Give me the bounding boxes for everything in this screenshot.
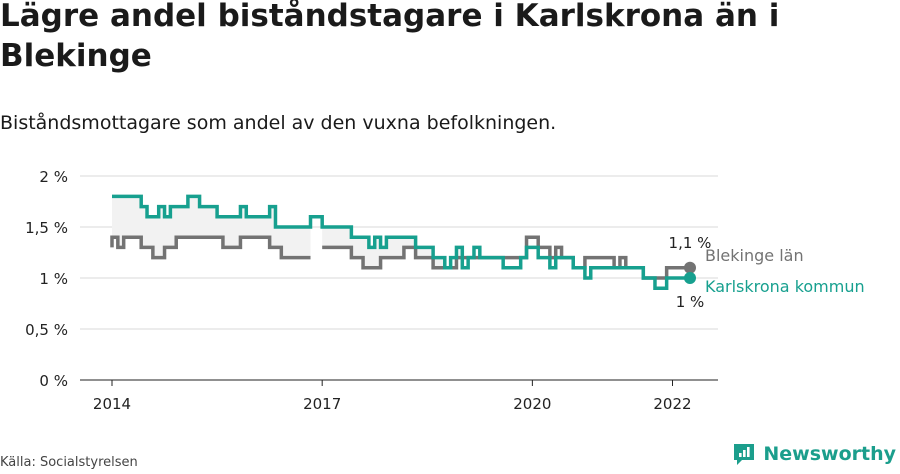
chart-subtitle: Biståndsmottagare som andel av den vuxna… — [0, 112, 557, 134]
karlskrona-end-value: 1 % — [676, 293, 705, 311]
y-tick-label: 2 % — [39, 168, 68, 186]
newsworthy-icon — [734, 444, 755, 465]
axes: 0 % 0,5 % 1 % 1,5 % 2 % 2014 2017 2020 2022 — [25, 168, 718, 413]
line-chart: 0 % 0,5 % 1 % 1,5 % 2 % 2014 2017 2020 2022 1,1 … — [25, 168, 865, 413]
blekinge-end-value: 1,1 % — [669, 234, 712, 252]
source-note: Källa: Socialstyrelsen — [0, 455, 138, 470]
karlskrona-series-label: Karlskrona kommun — [705, 277, 865, 296]
series-lines — [110, 194, 690, 290]
y-tick-label: 1 % — [39, 270, 68, 288]
brand-name: Newsworthy — [763, 443, 896, 465]
gap-fill — [322, 216, 445, 268]
x-tick-label: 2020 — [513, 395, 551, 413]
gap-fill — [112, 196, 311, 258]
x-tick-label: 2014 — [93, 395, 131, 413]
x-tick-label: 2022 — [653, 395, 691, 413]
y-tick-label: 1,5 % — [25, 219, 68, 237]
karlskrona-end-point — [684, 272, 696, 284]
x-tick-label: 2017 — [303, 395, 341, 413]
y-tick-label: 0,5 % — [25, 321, 68, 339]
end-labels: 1,1 %Blekinge län 1 %Karlskrona kommun — [669, 234, 865, 311]
blekinge-series-label: Blekinge län — [705, 246, 804, 265]
y-tick-label: 0 % — [39, 372, 68, 390]
blekinge-end-point — [684, 261, 696, 274]
newsworthy-logo[interactable]: Newsworthy — [731, 441, 896, 467]
chart-title: Lägre andel biståndstagare i Karlskrona … — [0, 0, 780, 74]
karlskrona-line — [112, 194, 690, 290]
